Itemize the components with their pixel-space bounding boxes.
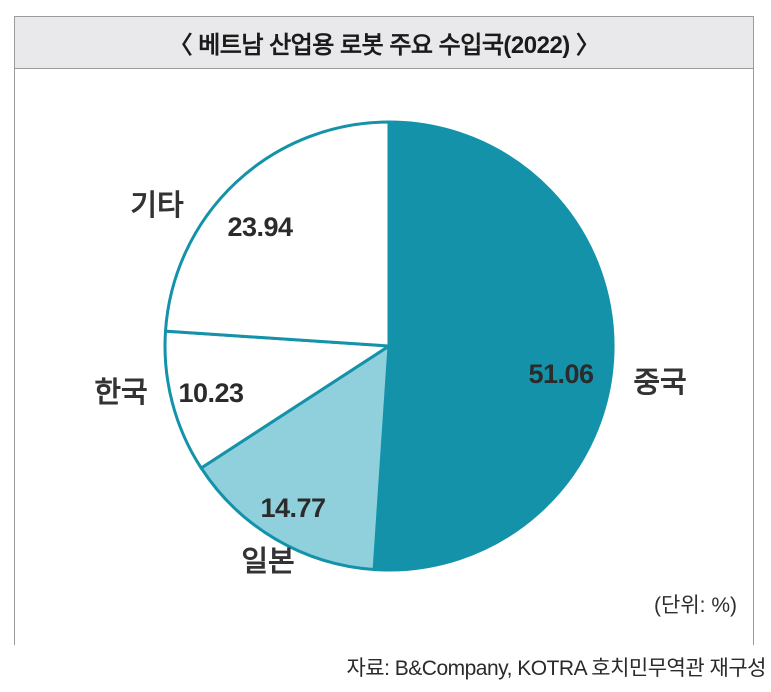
pie-value-china: 51.06: [528, 359, 594, 389]
unit-note: (단위: %): [654, 594, 737, 617]
pie-value-korea: 10.23: [178, 378, 244, 408]
pie-value-others: 23.94: [227, 212, 293, 242]
pie-label-china: 중국: [633, 367, 686, 399]
pie-slice-japan: [199, 344, 391, 571]
pie-slice-china: [372, 120, 615, 572]
pie-label-japan: 일본: [241, 545, 294, 578]
chart-area: 51.06 중국 14.77 일본 10.23 한국 23.94 기타 (단위: %): [15, 69, 753, 645]
figure-box: 〈 베트남 산업용 로봇 주요 수입국(2022) 〉 51.06 중국 14.77…: [14, 16, 754, 645]
pie-slice-others: [164, 120, 391, 348]
pie-value-japan: 14.77: [260, 493, 325, 523]
chart-title: 〈 베트남 산업용 로봇 주요 수입국(2022) 〉: [168, 32, 600, 59]
pie-label-korea: 한국: [94, 376, 147, 409]
source-attribution: 자료: B&Company, KOTRA 호치민무역관 재구성: [346, 657, 766, 680]
pie-slice-korea: [163, 329, 391, 470]
pie-label-others: 기타: [130, 189, 184, 222]
chart-title-bar: 〈 베트남 산업용 로봇 주요 수입국(2022) 〉: [15, 17, 753, 69]
pie-chart: 51.06 중국 14.77 일본 10.23 한국 23.94 기타: [94, 120, 687, 578]
